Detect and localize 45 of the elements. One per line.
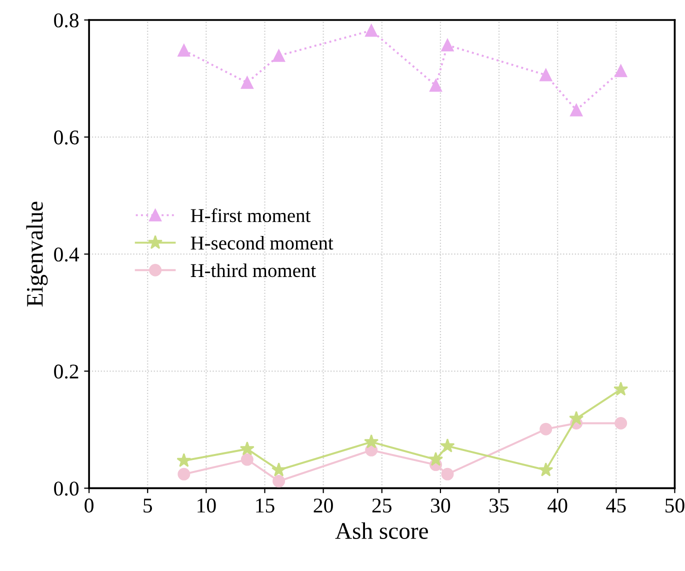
text: 0.0	[54, 482, 79, 496]
point	[178, 44, 190, 57]
x-axis-title: Ash score	[335, 522, 428, 539]
x-tick-label: 40	[548, 498, 568, 513]
y-tick-label: 0.2	[54, 364, 78, 379]
point	[240, 76, 254, 89]
point	[614, 416, 628, 430]
legend-label: H-first moment	[190, 208, 311, 222]
point	[540, 68, 552, 82]
point	[538, 462, 554, 476]
y-axis-title: Eigenvalue	[26, 202, 48, 307]
point	[430, 79, 442, 92]
legend-label: H-second moment	[190, 236, 334, 250]
x-tick-label: 10	[198, 498, 216, 513]
point	[614, 382, 628, 396]
point	[441, 468, 454, 480]
point	[364, 434, 379, 448]
point	[570, 104, 583, 116]
y-tick-label: 0.6	[54, 130, 79, 145]
y-tick-label: 0.8	[54, 13, 79, 28]
point	[240, 441, 254, 456]
point	[428, 452, 444, 466]
y-tick-label: 0.4	[54, 247, 79, 262]
x-tick-label: 20	[314, 498, 333, 513]
x-tick-label: 0	[84, 498, 94, 513]
point	[178, 468, 190, 480]
point	[176, 453, 192, 468]
point	[365, 24, 378, 37]
x-tick-label: 5	[144, 498, 152, 513]
point	[240, 453, 254, 466]
x-tick-label: 30	[431, 498, 450, 513]
x-tick-label: 45	[606, 498, 626, 513]
point	[272, 49, 286, 62]
point	[272, 474, 286, 488]
point	[614, 64, 628, 78]
point	[440, 438, 455, 452]
x-tick-label: 50	[666, 498, 684, 513]
point	[441, 38, 454, 52]
legend-label: H-third moment	[190, 263, 316, 278]
point	[272, 462, 286, 476]
point	[569, 410, 584, 425]
x-tick-label: 15	[256, 498, 274, 513]
x-tick-label: 35	[490, 498, 509, 513]
x-tick-label: 25	[372, 498, 392, 513]
point	[540, 422, 552, 436]
